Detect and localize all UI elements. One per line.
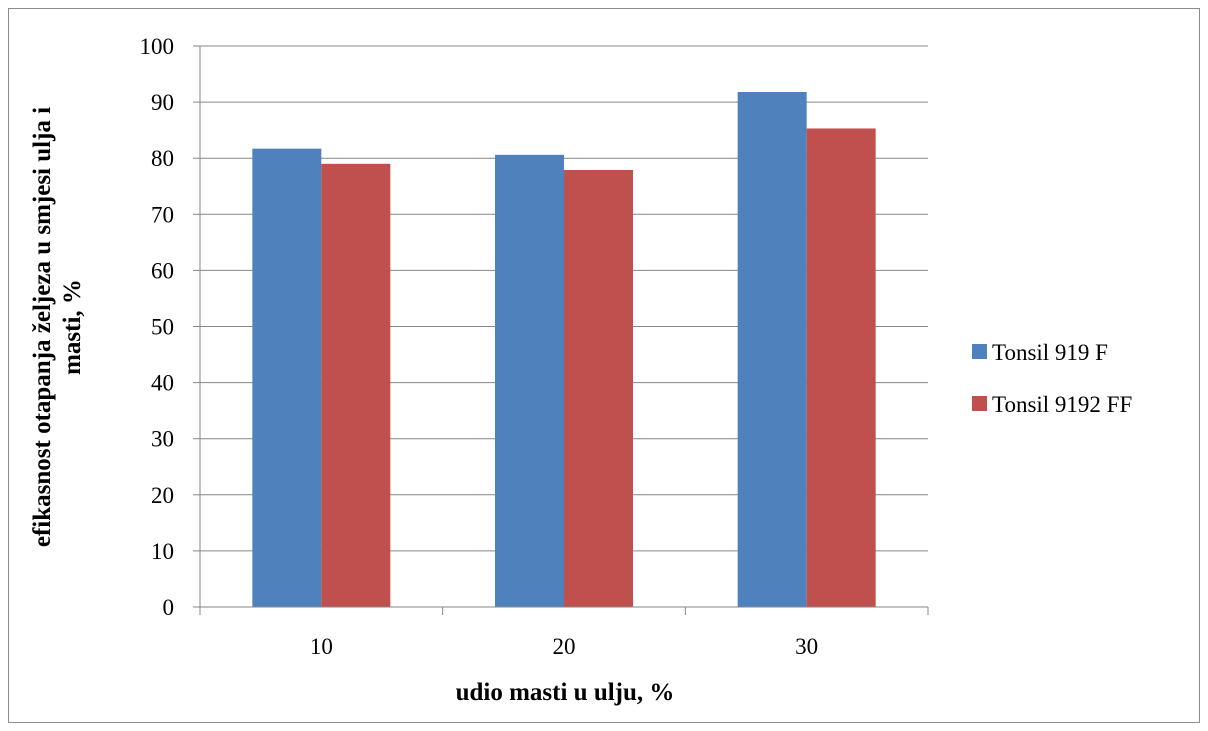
legend-label-1: Tonsil 9192 FF bbox=[992, 392, 1132, 417]
bar-tonsil-919-f-20 bbox=[495, 154, 564, 608]
bar-tonsil-919-f-30 bbox=[737, 92, 807, 607]
bar-tonsil-9192-ff-30 bbox=[806, 128, 876, 608]
y-tick-label: 60 bbox=[151, 258, 174, 283]
bar-tonsil-919-f-10 bbox=[252, 148, 322, 607]
y-tick-label: 70 bbox=[151, 202, 174, 227]
bar-tonsil-9192-ff-20 bbox=[564, 169, 633, 607]
legend-label-0: Tonsil 919 F bbox=[992, 340, 1108, 365]
y-tick-label: 50 bbox=[151, 315, 174, 340]
legend: Tonsil 919 F Tonsil 9192 FF bbox=[972, 340, 1132, 417]
y-axis-title-line-2: masti, % bbox=[59, 279, 86, 375]
x-axis-title: udio masti u ulju, % bbox=[456, 679, 675, 706]
y-tick-label: 20 bbox=[151, 483, 174, 508]
y-tick-label: 30 bbox=[151, 427, 174, 452]
y-tick-label: 90 bbox=[151, 90, 174, 115]
bars bbox=[252, 92, 876, 608]
y-tick-label: 0 bbox=[163, 595, 175, 620]
x-tick-label: 20 bbox=[553, 634, 576, 659]
legend-swatch-0 bbox=[972, 344, 987, 359]
x-tick-label: 10 bbox=[310, 634, 333, 659]
y-axis-title: efikasnost otapanja željeza u smjesi ulj… bbox=[29, 107, 86, 547]
y-axis-title-line-1: efikasnost otapanja željeza u smjesi ulj… bbox=[29, 107, 56, 547]
axes bbox=[199, 46, 929, 615]
x-tick-label: 30 bbox=[795, 634, 818, 659]
legend-swatch-1 bbox=[972, 396, 987, 411]
y-tick-label: 10 bbox=[151, 539, 174, 564]
y-tick-label: 80 bbox=[151, 146, 174, 171]
y-tick-label: 100 bbox=[140, 34, 175, 59]
bar-tonsil-9192-ff-10 bbox=[321, 163, 391, 607]
x-tick-labels: 10 20 30 bbox=[310, 634, 818, 659]
y-tick-label: 40 bbox=[151, 371, 174, 396]
y-tick-labels: 0 10 20 30 40 50 60 70 80 90 100 bbox=[140, 34, 175, 620]
